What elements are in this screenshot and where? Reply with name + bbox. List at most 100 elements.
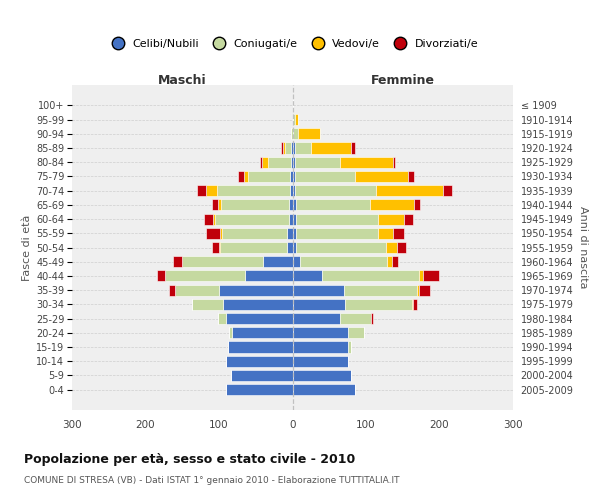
Bar (212, 242, 219, 253)
Bar (392, 256, 398, 268)
Bar (370, 200, 414, 210)
Bar (229, 328, 232, 338)
Bar (386, 242, 397, 253)
Bar (293, 313, 340, 324)
Bar (283, 142, 285, 154)
Bar (213, 214, 215, 224)
Bar (260, 156, 262, 168)
Bar (197, 185, 206, 196)
Y-axis label: Anni di nascita: Anni di nascita (578, 206, 587, 288)
Bar (287, 228, 293, 239)
Bar (223, 299, 293, 310)
Bar (404, 214, 413, 224)
Bar (293, 242, 296, 253)
Bar (212, 200, 218, 210)
Bar (206, 228, 220, 239)
Bar (393, 156, 395, 168)
Bar (218, 200, 221, 210)
Bar (220, 228, 222, 239)
Bar (412, 299, 413, 310)
Bar (293, 342, 347, 352)
Bar (169, 284, 175, 296)
Bar (295, 114, 298, 125)
Bar (298, 128, 320, 140)
Bar (295, 171, 355, 182)
Bar (290, 171, 293, 182)
Bar (285, 142, 291, 154)
Bar (238, 171, 244, 182)
Bar (347, 342, 352, 352)
Bar (419, 270, 422, 281)
Bar (222, 228, 287, 239)
Bar (289, 200, 293, 210)
Bar (300, 256, 386, 268)
Bar (192, 299, 223, 310)
Bar (293, 270, 322, 281)
Bar (295, 142, 311, 154)
Bar (293, 256, 300, 268)
Text: COMUNE DI STRESA (VB) - Dati ISTAT 1° gennaio 2010 - Elaborazione TUTTITALIA.IT: COMUNE DI STRESA (VB) - Dati ISTAT 1° ge… (24, 476, 400, 485)
Bar (226, 356, 293, 367)
Bar (226, 384, 293, 395)
Bar (295, 185, 376, 196)
Bar (228, 342, 293, 352)
Bar (206, 185, 217, 196)
Bar (244, 171, 248, 182)
Bar (281, 142, 283, 154)
Bar (182, 256, 263, 268)
Text: Maschi: Maschi (158, 74, 206, 87)
Bar (393, 228, 404, 239)
Bar (218, 313, 226, 324)
Bar (166, 270, 245, 281)
Bar (220, 242, 287, 253)
Bar (386, 256, 392, 268)
Bar (418, 284, 419, 296)
Bar (219, 242, 220, 253)
Bar (376, 185, 443, 196)
Bar (293, 356, 347, 367)
Y-axis label: Fasce di età: Fasce di età (22, 214, 32, 280)
Bar (422, 270, 439, 281)
Bar (293, 128, 298, 140)
Legend: Celibi/Nubili, Coniugati/e, Vedovi/e, Divorziati/e: Celibi/Nubili, Coniugati/e, Vedovi/e, Di… (107, 38, 478, 48)
Bar (397, 242, 406, 253)
Bar (408, 171, 414, 182)
Bar (340, 313, 371, 324)
Bar (268, 156, 291, 168)
Bar (293, 284, 344, 296)
Bar (293, 370, 352, 381)
Bar (232, 328, 293, 338)
Bar (352, 142, 355, 154)
Bar (293, 142, 295, 154)
Bar (226, 313, 293, 324)
Bar (215, 214, 289, 224)
Bar (296, 242, 386, 253)
Bar (296, 200, 370, 210)
Bar (413, 299, 417, 310)
Bar (232, 370, 293, 381)
Bar (263, 256, 293, 268)
Bar (293, 328, 347, 338)
Bar (293, 114, 295, 125)
Bar (371, 313, 373, 324)
Bar (291, 142, 293, 154)
Bar (379, 228, 393, 239)
Bar (293, 156, 295, 168)
Text: Popolazione per età, sesso e stato civile - 2010: Popolazione per età, sesso e stato civil… (24, 452, 355, 466)
Bar (219, 284, 293, 296)
Bar (248, 171, 290, 182)
Bar (293, 299, 346, 310)
Bar (311, 142, 352, 154)
Bar (296, 214, 379, 224)
Bar (204, 214, 213, 224)
Bar (293, 171, 295, 182)
Text: Femmine: Femmine (371, 74, 435, 87)
Bar (347, 328, 364, 338)
Bar (173, 256, 182, 268)
Bar (340, 156, 393, 168)
Bar (157, 270, 166, 281)
Bar (262, 156, 268, 168)
Bar (322, 270, 419, 281)
Bar (296, 228, 379, 239)
Bar (293, 384, 355, 395)
